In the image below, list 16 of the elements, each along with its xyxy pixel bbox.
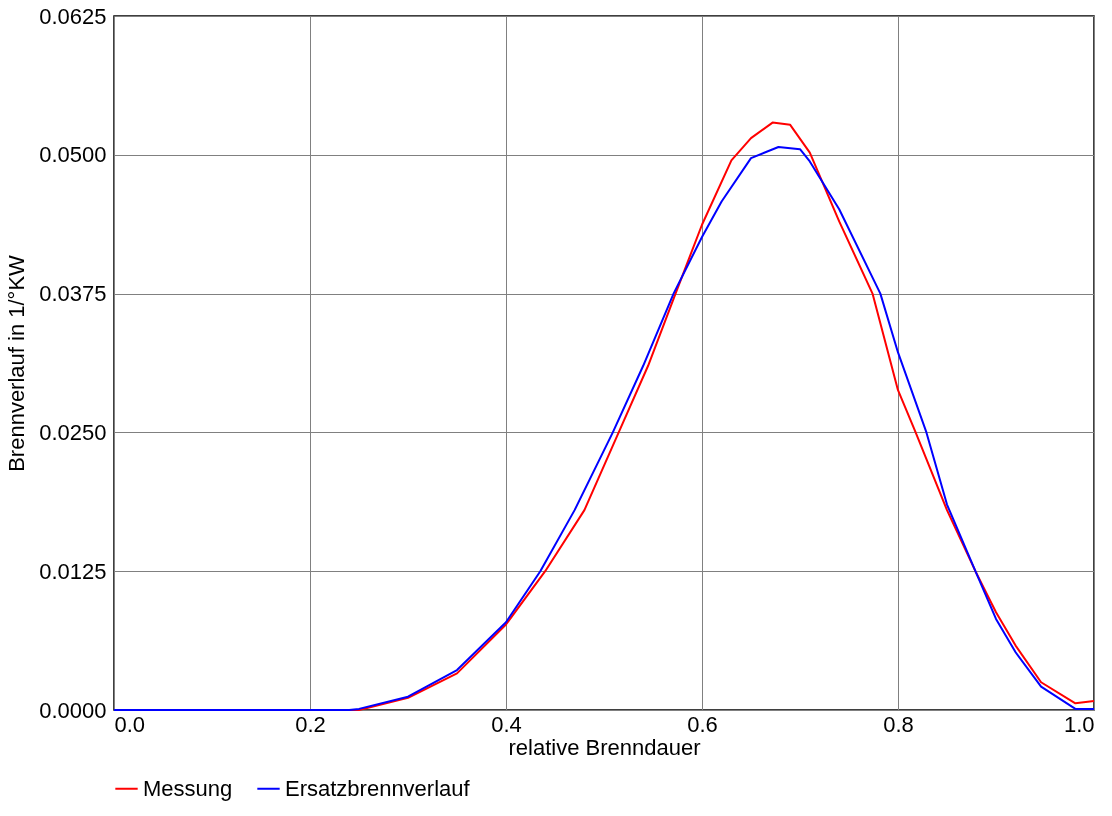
y-tick-label: 0.0375: [39, 281, 107, 307]
x-tick-label: 0.8: [883, 711, 914, 737]
legend-label: Messung: [143, 775, 233, 801]
legend-label: Ersatzbrennverlauf: [285, 775, 471, 801]
y-axis-title: Brennverlauf in 1/°KW: [4, 254, 30, 472]
y-tick-label: 0.0625: [39, 3, 107, 29]
x-tick-label: 0.2: [295, 711, 326, 737]
x-tick-label: 0.0: [114, 711, 146, 737]
y-tick-label: 0.0250: [39, 419, 107, 445]
x-tick-label: 0.6: [687, 711, 718, 737]
x-tick-label: 1.0: [1063, 711, 1095, 737]
y-tick-label: 0.0500: [39, 142, 107, 168]
y-tick-label: 0.0000: [39, 697, 107, 723]
y-tick-label: 0.0125: [39, 558, 107, 584]
x-axis-title: relative Brenndauer: [508, 734, 701, 760]
x-tick-label: 0.4: [491, 711, 522, 737]
